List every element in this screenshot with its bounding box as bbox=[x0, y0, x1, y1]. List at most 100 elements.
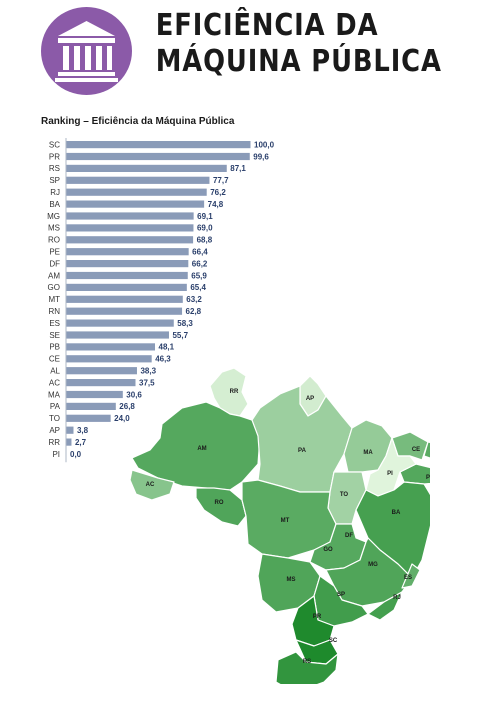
state-label-am: AM bbox=[197, 446, 206, 452]
tick-label-ac: AC bbox=[49, 378, 60, 387]
tick-label-df: DF bbox=[49, 259, 60, 268]
tick-label-sp: SP bbox=[49, 176, 60, 185]
bar-rj bbox=[66, 188, 207, 196]
title-line-2: MÁQUINA PÚBLICA bbox=[155, 44, 442, 79]
bar-df bbox=[66, 260, 189, 268]
tick-label-to: TO bbox=[49, 414, 60, 423]
value-label-pb: 48,1 bbox=[159, 343, 175, 352]
state-label-ro: RO bbox=[215, 500, 224, 506]
bar-ce bbox=[66, 355, 152, 363]
state-label-mt: MT bbox=[281, 518, 290, 524]
tick-label-pr: PR bbox=[49, 152, 60, 161]
value-label-to: 24,0 bbox=[114, 414, 130, 423]
value-label-pr: 99,6 bbox=[253, 152, 269, 161]
title-line-1: EFICIÊNCIA DA bbox=[155, 8, 379, 43]
state-label-ap: AP bbox=[306, 396, 314, 402]
bar-ms bbox=[66, 224, 194, 232]
tick-label-pi: PI bbox=[52, 450, 60, 459]
tick-label-ro: RO bbox=[48, 236, 60, 245]
state-label-ba: BA bbox=[392, 510, 401, 516]
bar-rr bbox=[66, 438, 72, 446]
tick-label-mt: MT bbox=[48, 295, 60, 304]
state-label-pr: PR bbox=[313, 614, 322, 620]
state-rn bbox=[423, 441, 430, 459]
state-label-es: ES bbox=[404, 575, 412, 581]
bar-ro bbox=[66, 236, 194, 244]
value-label-rn: 62,8 bbox=[186, 307, 202, 316]
state-label-go: GO bbox=[323, 547, 333, 553]
state-label-rr: RR bbox=[230, 389, 239, 395]
value-label-ma: 30,6 bbox=[126, 390, 142, 399]
bar-ma bbox=[66, 390, 123, 399]
state-label-ma: MA bbox=[363, 450, 373, 456]
state-rs bbox=[275, 651, 339, 684]
chart-title: Ranking – Eficiência da Máquina Pública bbox=[41, 116, 235, 127]
tick-label-sc: SC bbox=[49, 140, 60, 149]
bar-pb bbox=[66, 343, 156, 351]
bar-se bbox=[66, 331, 169, 339]
value-label-es: 58,3 bbox=[177, 319, 193, 328]
value-label-al: 38,3 bbox=[140, 367, 156, 376]
tick-label-ms: MS bbox=[48, 224, 60, 233]
state-es bbox=[401, 563, 421, 589]
state-label-ce: CE bbox=[412, 447, 420, 453]
bar-rs bbox=[66, 164, 227, 172]
value-label-ac: 37,5 bbox=[139, 378, 155, 387]
bar-al bbox=[66, 367, 137, 375]
value-label-am: 65,9 bbox=[191, 271, 207, 280]
value-label-rr: 2,7 bbox=[75, 438, 87, 447]
title-badge bbox=[41, 7, 132, 95]
tick-label-rn: RN bbox=[48, 307, 60, 316]
bar-pr bbox=[66, 152, 250, 161]
bar-sp bbox=[66, 176, 210, 184]
state-label-df: DF bbox=[345, 533, 353, 539]
bar-rn bbox=[66, 307, 183, 315]
state-label-pe: PE bbox=[426, 475, 430, 481]
ranking-bar-chart: SC 100,0 PR 99,6 RS 87,1 SP 77,7 RJ 76,2 BA 74,8 MG 6… bbox=[47, 138, 275, 463]
tick-label-rs: RS bbox=[49, 164, 60, 173]
government-building-icon bbox=[55, 21, 118, 82]
bar-am bbox=[66, 271, 188, 280]
value-label-sc: 100,0 bbox=[254, 140, 275, 149]
bar-go bbox=[66, 283, 187, 291]
state-label-pa: PA bbox=[298, 448, 307, 454]
state-label-mg: MG bbox=[368, 562, 378, 568]
state-label-ms: MS bbox=[287, 577, 296, 583]
state-label-rj: RJ bbox=[393, 595, 401, 601]
state-label-rs: RS bbox=[303, 659, 311, 665]
bar-pe bbox=[66, 248, 189, 256]
state-label-ac: AC bbox=[146, 482, 155, 488]
value-label-mg: 69,1 bbox=[197, 212, 213, 221]
value-label-sp: 77,7 bbox=[213, 176, 229, 185]
tick-label-ap: AP bbox=[49, 426, 60, 435]
page-title: EFICIÊNCIA DA MÁQUINA PÚBLICA bbox=[155, 8, 442, 80]
value-label-ce: 46,3 bbox=[155, 355, 171, 364]
bar-mt bbox=[66, 295, 183, 303]
value-label-se: 55,7 bbox=[172, 331, 188, 340]
state-ro bbox=[195, 487, 247, 527]
tick-label-ma: MA bbox=[48, 390, 61, 399]
state-label-to: TO bbox=[340, 492, 349, 498]
value-label-df: 66,2 bbox=[192, 259, 208, 268]
tick-label-mg: MG bbox=[47, 212, 60, 221]
tick-label-es: ES bbox=[49, 319, 60, 328]
bar-pa bbox=[66, 402, 116, 410]
value-label-pe: 66,4 bbox=[192, 248, 208, 257]
tick-label-pb: PB bbox=[49, 343, 60, 352]
bar-sc bbox=[66, 141, 251, 149]
state-pi bbox=[365, 437, 417, 497]
tick-label-ba: BA bbox=[49, 200, 60, 209]
tick-label-ce: CE bbox=[49, 355, 60, 364]
tick-label-go: GO bbox=[48, 283, 60, 292]
value-label-rs: 87,1 bbox=[230, 164, 246, 173]
tick-label-al: AL bbox=[50, 367, 60, 376]
header: EFICIÊNCIA DA MÁQUINA PÚBLICA bbox=[0, 0, 478, 105]
value-label-pa: 26,8 bbox=[119, 402, 135, 411]
bar-ap bbox=[66, 426, 74, 434]
state-label-pi: PI bbox=[387, 471, 393, 477]
state-ac bbox=[130, 469, 175, 501]
tick-label-rj: RJ bbox=[50, 188, 60, 197]
value-label-pi: 0,0 bbox=[70, 450, 82, 459]
bar-ac bbox=[66, 379, 136, 387]
state-label-sc: SC bbox=[329, 638, 338, 644]
